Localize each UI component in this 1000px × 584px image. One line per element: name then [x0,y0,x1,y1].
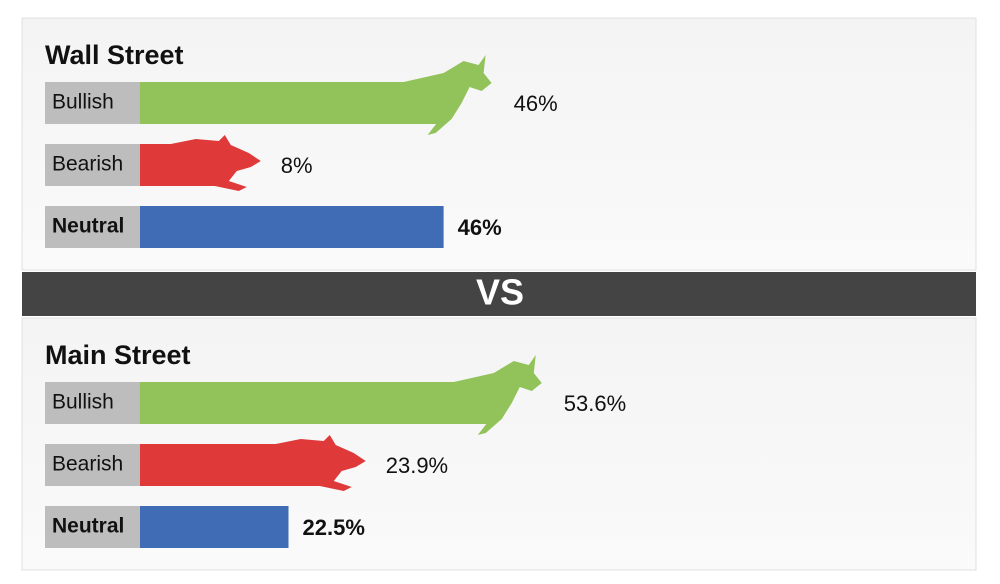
category-box [45,82,140,124]
category-label: Neutral [52,215,124,238]
bear-icon [170,135,261,191]
bar [140,444,298,486]
bull-icon [453,355,542,435]
bear-icon [275,435,366,491]
bar [140,82,444,124]
category-box [45,144,140,186]
value-label: 22.5% [303,515,365,540]
category-label: Neutral [52,515,124,538]
category-label: Bullish [52,391,114,414]
divider-bar [22,272,976,316]
category-label: Bullish [52,91,114,114]
divider-label: VS [476,272,524,313]
value-label: 53.6% [564,391,626,416]
value-label: 46% [514,91,558,116]
category-box [45,206,140,248]
value-label: 8% [281,153,313,178]
category-box [45,382,140,424]
bar [140,206,444,248]
category-box [45,444,140,486]
chart-title: Wall Street [45,40,184,70]
bar [140,506,289,548]
category-box [45,506,140,548]
chart-title: Main Street [45,340,191,370]
bull-icon [403,55,492,135]
bar [140,382,494,424]
value-label: 23.9% [386,453,448,478]
value-label: 46% [458,215,502,240]
category-label: Bearish [52,453,123,476]
category-label: Bearish [52,153,123,176]
